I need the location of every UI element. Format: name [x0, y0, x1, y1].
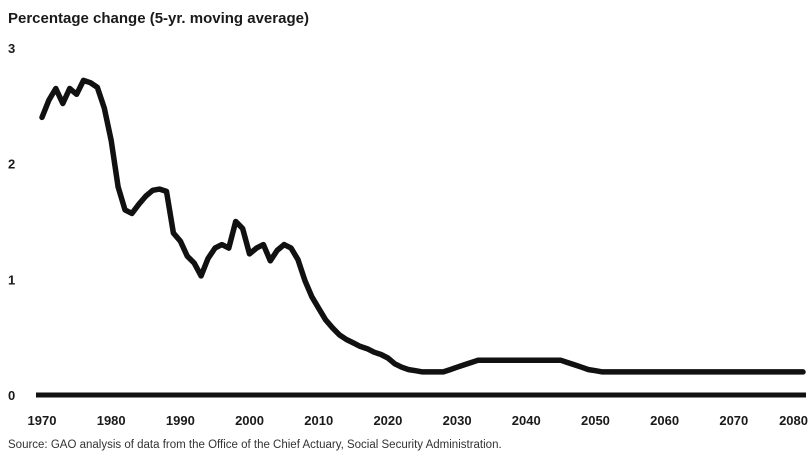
x-tick-label: 2080	[779, 413, 808, 428]
x-tick-label: 1990	[166, 413, 195, 428]
y-tick-label: 2	[8, 157, 15, 172]
y-tick-label: 1	[8, 272, 15, 287]
y-tick-label: 0	[8, 388, 15, 403]
x-tick-label: 1980	[97, 413, 126, 428]
x-tick-label: 2050	[581, 413, 610, 428]
y-axis-ticks: 0 1 2 3	[8, 41, 15, 403]
x-tick-label: 1970	[28, 413, 57, 428]
x-tick-label: 2020	[373, 413, 402, 428]
chart-title: Percentage change (5-yr. moving average)	[8, 10, 309, 27]
series-line	[39, 77, 806, 375]
x-axis-ticks: 1970 1980 1990 2000 2010 2020 2030 2040 2050 2060…	[28, 413, 808, 428]
source-note: Source: GAO analysis of data from the Of…	[8, 439, 502, 451]
y-tick-label: 3	[8, 41, 15, 56]
x-tick-label: 2010	[304, 413, 333, 428]
x-tick-label: 2070	[719, 413, 748, 428]
x-tick-label: 2000	[235, 413, 264, 428]
x-tick-label: 2060	[650, 413, 679, 428]
x-tick-label: 2030	[443, 413, 472, 428]
x-tick-label: 2040	[512, 413, 541, 428]
